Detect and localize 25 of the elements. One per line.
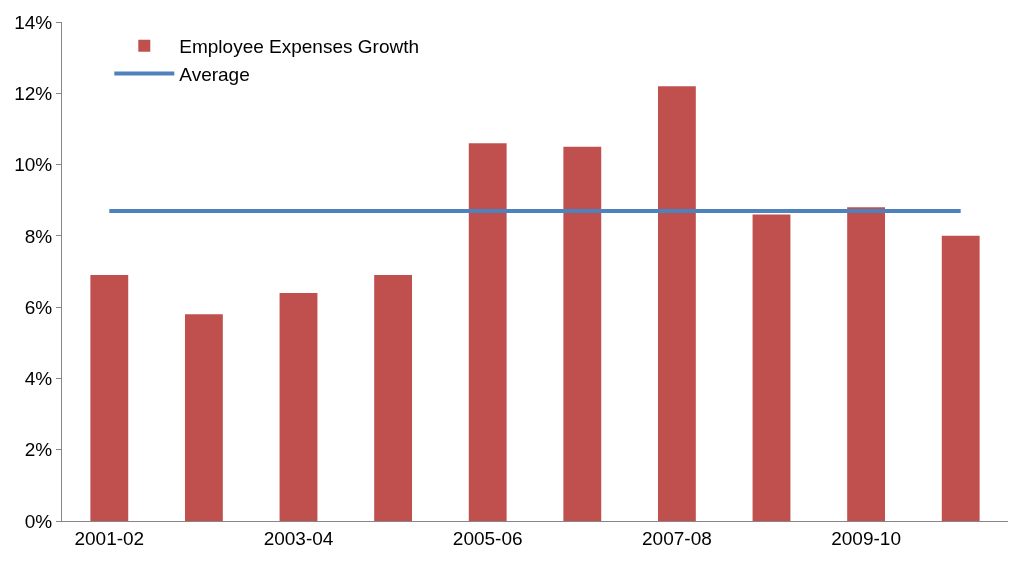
y-tick-label: 8% [24, 225, 53, 247]
legend-label: Average [179, 63, 250, 85]
bar [752, 214, 791, 521]
legend-label: Employee Expenses Growth [179, 36, 420, 58]
bar [941, 235, 980, 521]
bar [184, 314, 223, 521]
y-tick-label: 6% [24, 296, 53, 318]
y-tick-label: 14% [14, 11, 53, 33]
bar [563, 146, 602, 521]
x-tick-label: 2003-04 [263, 527, 334, 549]
y-tick-label: 4% [24, 368, 53, 390]
y-tick-label: 2% [24, 439, 53, 461]
bar [279, 292, 318, 521]
bar [374, 275, 413, 521]
x-tick-label: 2007-08 [642, 527, 712, 549]
bar [90, 275, 129, 521]
bar [468, 143, 507, 521]
y-tick-label: 12% [14, 82, 53, 104]
y-tick-label: 0% [24, 510, 53, 532]
bar [847, 207, 886, 521]
x-tick-label: 2005-06 [452, 527, 523, 549]
x-tick-label: 2001-02 [74, 527, 145, 549]
y-tick-label: 10% [14, 154, 53, 176]
bar [657, 86, 696, 521]
x-tick-label: 2009-10 [831, 527, 901, 549]
